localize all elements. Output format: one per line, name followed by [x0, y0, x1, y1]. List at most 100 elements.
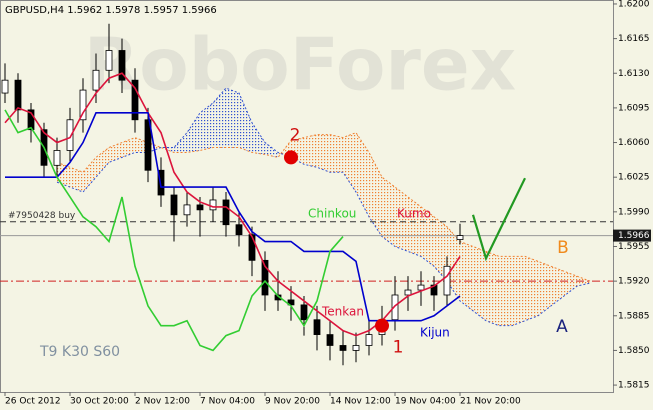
candle-body — [14, 79, 22, 111]
candle-body — [105, 50, 113, 71]
kumo-segment — [330, 134, 343, 173]
kumo-segment — [83, 157, 96, 193]
y-tick-label: 1.5850 — [618, 346, 650, 356]
signal-marker — [375, 318, 389, 333]
price-box — [613, 229, 651, 242]
candle-body — [118, 50, 126, 81]
y-tick-label: 1.5815 — [618, 381, 650, 391]
signal-label: 2 — [290, 125, 301, 145]
candle-body — [66, 119, 74, 151]
kumo-segment — [369, 152, 382, 237]
kumo-segment — [499, 256, 512, 326]
candle-body — [79, 89, 87, 121]
candle-body — [352, 345, 360, 351]
kumo-segment — [564, 271, 577, 296]
kumo-segment — [538, 261, 551, 316]
x-tick-label: 2 Nov 12:00 — [135, 397, 190, 407]
y-tick-label: 1.6060 — [618, 138, 650, 148]
x-tick-label: 30 Oct 20:00 — [70, 397, 129, 407]
candle-body — [222, 199, 230, 226]
kumo-segment — [356, 132, 369, 217]
y-tick-label: 1.6165 — [618, 34, 650, 44]
x-tick-label: 21 Nov 20:00 — [460, 397, 521, 407]
candle-body — [131, 79, 139, 121]
chart-title: GBPUSD,H4 1.5962 1.5978 1.5957 1.5966 — [5, 5, 217, 16]
kumo-segment — [70, 167, 83, 193]
wave-label: A — [556, 317, 568, 337]
candle-body — [456, 235, 464, 240]
x-tick-label: 9 Nov 20:00 — [265, 397, 320, 407]
x-tick-label: 19 Nov 04:00 — [395, 397, 456, 407]
kumo-segment — [434, 216, 447, 282]
y-tick-label: 1.5990 — [618, 207, 650, 217]
indicator-line — [4, 109, 344, 352]
kumo-segment — [551, 266, 564, 306]
x-tick-label: 14 Nov 12:00 — [330, 397, 391, 407]
y-tick-label: 1.5955 — [618, 242, 650, 252]
kumo-segment — [408, 196, 421, 257]
kumo-segment — [486, 251, 499, 326]
y-tick-label: 1.6025 — [618, 173, 650, 183]
kumo-segment — [473, 246, 486, 321]
kumo-segment — [213, 88, 226, 148]
signal-label: 1 — [393, 338, 404, 358]
order-label: #7950428 buy — [8, 211, 76, 221]
series-label: Kijun — [420, 326, 450, 340]
x-tick-label: 26 Oct 2012 — [5, 397, 61, 407]
candle-body — [1, 79, 9, 94]
kumo-segment — [239, 93, 252, 153]
kumo-span-a — [56, 132, 591, 282]
candle-body — [391, 294, 399, 321]
candle-body — [170, 194, 178, 216]
kumo-segment — [187, 112, 200, 153]
kumo-segment — [96, 147, 109, 178]
kumo-segment — [317, 134, 330, 173]
candle-body — [404, 289, 412, 296]
x-tick-label: 7 Nov 04:00 — [200, 397, 255, 407]
settings-text: T9 K30 S60 — [39, 344, 120, 360]
y-tick-label: 1.5920 — [618, 277, 650, 287]
indicator-line — [4, 72, 461, 337]
kumo-segment — [226, 88, 239, 148]
kumo-segment — [122, 137, 135, 158]
kumo-segment — [525, 256, 538, 321]
kumo-segment — [460, 241, 473, 311]
y-tick-label: 1.6130 — [618, 69, 650, 79]
series-label: Tenkan — [321, 305, 364, 319]
candle-body — [92, 69, 100, 91]
candle-body — [53, 150, 61, 166]
candle-body — [326, 334, 334, 346]
candle-body — [27, 109, 35, 131]
y-tick-label: 1.6200 — [618, 0, 650, 9]
kumo-segment — [382, 177, 395, 247]
candle-body — [443, 265, 451, 296]
current-price: 1.5966 — [618, 231, 650, 241]
kumo-segment — [200, 102, 213, 151]
plot-frame — [0, 0, 614, 393]
kumo-label: Kumo — [397, 207, 431, 221]
watermark: RoboForex — [84, 23, 516, 107]
wave-label: B — [557, 238, 569, 258]
candle-body — [183, 204, 191, 216]
kumo-segment — [512, 256, 525, 326]
kumo-segment — [343, 132, 356, 193]
y-tick-label: 1.6095 — [618, 103, 650, 113]
candle-body — [313, 319, 321, 335]
series-label: Chinkou — [308, 207, 356, 221]
forecast-line — [471, 177, 526, 262]
signal-marker — [284, 150, 298, 165]
candle-body — [196, 204, 204, 211]
candle-body — [248, 234, 256, 261]
candle-body — [235, 224, 243, 236]
candle-body — [365, 334, 373, 346]
plot: #7950428 buy Tenkan Kijun Chinkou Kumo 2 1 A B — [0, 23, 613, 366]
candle-body — [417, 284, 425, 291]
candle-body — [261, 259, 269, 296]
candle-body — [339, 345, 347, 351]
y-tick-label: 1.5885 — [618, 311, 650, 321]
candle-body — [209, 199, 217, 211]
kumo-segment — [304, 134, 317, 168]
kumo-segment — [109, 142, 122, 163]
candle-body — [300, 304, 308, 321]
